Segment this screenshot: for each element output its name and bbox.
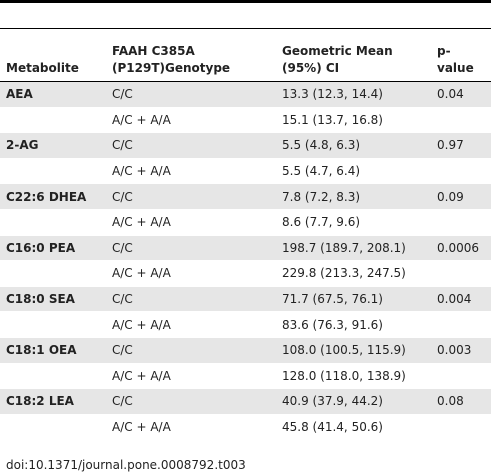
mean-cell: 198.7 (189.7, 208.1) xyxy=(276,235,431,262)
mean-cell: 13.3 (12.3, 14.4) xyxy=(276,81,431,108)
p-value-cell xyxy=(431,311,491,338)
p-value-cell xyxy=(431,107,491,134)
mean-cell: 8.6 (7.7, 9.6) xyxy=(276,209,431,236)
mean-cell: 15.1 (13.7, 16.8) xyxy=(276,107,431,134)
p-value-cell xyxy=(431,158,491,185)
table-row: A/C + A/A 229.8 (213.3, 247.5) xyxy=(0,260,491,287)
genotype-cell: C/C xyxy=(106,286,276,313)
p-value-cell: 0.04 xyxy=(431,81,491,108)
metabolite-cell xyxy=(0,107,106,134)
metabolite-cell xyxy=(0,311,106,338)
top-rule xyxy=(0,0,491,3)
table-body: AEA C/C 13.3 (12.3, 14.4) 0.04 A/C + A/A 15.1… xyxy=(0,81,491,441)
table-row: AEA C/C 13.3 (12.3, 14.4) 0.04 xyxy=(0,81,491,108)
genotype-cell: C/C xyxy=(106,388,276,415)
p-value-cell: 0.09 xyxy=(431,183,491,210)
header-line: FAAH C385A xyxy=(112,44,195,58)
metabolite-cell: C18:0 SEA xyxy=(0,286,106,313)
mean-cell: 128.0 (118.0, 138.9) xyxy=(276,363,431,390)
mean-cell: 108.0 (100.5, 115.9) xyxy=(276,337,431,364)
table-row: C18:0 SEA C/C 71.7 (67.5, 76.1) 0.004 xyxy=(0,286,491,313)
table-row: A/C + A/A 8.6 (7.7, 9.6) xyxy=(0,209,491,236)
metabolite-cell xyxy=(0,158,106,185)
p-value-cell: 0.0006 xyxy=(431,235,491,262)
column-header: Geometric Mean (95%) CI xyxy=(276,28,431,82)
metabolite-cell: C22:6 DHEA xyxy=(0,183,106,210)
genotype-cell: A/C + A/A xyxy=(106,107,276,134)
header-line: (P129T)Genotype xyxy=(112,61,231,75)
metabolite-cell xyxy=(0,260,106,287)
metabolite-cell xyxy=(0,209,106,236)
header-line: (95%) CI xyxy=(282,61,340,75)
table-row: A/C + A/A 45.8 (41.4, 50.6) xyxy=(0,414,491,441)
metabolite-cell: C16:0 PEA xyxy=(0,235,106,262)
header-line: p-value xyxy=(437,44,474,75)
mean-cell: 5.5 (4.8, 6.3) xyxy=(276,132,431,159)
column-header: p-value xyxy=(431,28,491,82)
mean-cell: 83.6 (76.3, 91.6) xyxy=(276,311,431,338)
mean-cell: 40.9 (37.9, 44.2) xyxy=(276,388,431,415)
mean-cell: 71.7 (67.5, 76.1) xyxy=(276,286,431,313)
genotype-cell: C/C xyxy=(106,337,276,364)
table-row: C22:6 DHEA C/C 7.8 (7.2, 8.3) 0.09 xyxy=(0,183,491,210)
genotype-cell: A/C + A/A xyxy=(106,158,276,185)
table-row: C18:1 OEA C/C 108.0 (100.5, 115.9) 0.003 xyxy=(0,337,491,364)
p-value-cell: 0.004 xyxy=(431,286,491,313)
mean-cell: 5.5 (4.7, 6.4) xyxy=(276,158,431,185)
metabolite-cell: 2-AG xyxy=(0,132,106,159)
column-header: FAAH C385A (P129T)Genotype xyxy=(106,28,276,82)
genotype-cell: A/C + A/A xyxy=(106,414,276,441)
metabolite-cell xyxy=(0,363,106,390)
table-row: A/C + A/A 128.0 (118.0, 138.9) xyxy=(0,363,491,390)
p-value-cell: 0.003 xyxy=(431,337,491,364)
p-value-cell: 0.97 xyxy=(431,132,491,159)
data-table: Metabolite FAAH C385A (P129T)Genotype Geome… xyxy=(0,28,491,441)
mean-cell: 45.8 (41.4, 50.6) xyxy=(276,414,431,441)
metabolite-cell xyxy=(0,414,106,441)
header-line: Metabolite xyxy=(6,61,79,75)
metabolite-cell: C18:1 OEA xyxy=(0,337,106,364)
genotype-cell: A/C + A/A xyxy=(106,363,276,390)
genotype-cell: A/C + A/A xyxy=(106,260,276,287)
metabolite-cell: C18:2 LEA xyxy=(0,388,106,415)
table-row: A/C + A/A 5.5 (4.7, 6.4) xyxy=(0,158,491,185)
mean-cell: 229.8 (213.3, 247.5) xyxy=(276,260,431,287)
p-value-cell xyxy=(431,209,491,236)
genotype-cell: C/C xyxy=(106,183,276,210)
doi-footer: doi:10.1371/journal.pone.0008792.t003 xyxy=(6,458,246,472)
table-row: C16:0 PEA C/C 198.7 (189.7, 208.1) 0.0006 xyxy=(0,235,491,262)
table-row: 2-AG C/C 5.5 (4.8, 6.3) 0.97 xyxy=(0,132,491,159)
p-value-cell xyxy=(431,414,491,441)
genotype-cell: A/C + A/A xyxy=(106,209,276,236)
genotype-cell: A/C + A/A xyxy=(106,311,276,338)
p-value-cell xyxy=(431,260,491,287)
header-line: Geometric Mean xyxy=(282,44,393,58)
p-value-cell xyxy=(431,363,491,390)
column-header: Metabolite xyxy=(0,28,106,82)
genotype-cell: C/C xyxy=(106,132,276,159)
table-row: A/C + A/A 83.6 (76.3, 91.6) xyxy=(0,311,491,338)
mean-cell: 7.8 (7.2, 8.3) xyxy=(276,183,431,210)
table-row: A/C + A/A 15.1 (13.7, 16.8) xyxy=(0,107,491,134)
genotype-cell: C/C xyxy=(106,235,276,262)
table-row: C18:2 LEA C/C 40.9 (37.9, 44.2) 0.08 xyxy=(0,388,491,415)
header-row: Metabolite FAAH C385A (P129T)Genotype Geome… xyxy=(0,28,491,82)
genotype-cell: C/C xyxy=(106,81,276,108)
metabolite-cell: AEA xyxy=(0,81,106,108)
p-value-cell: 0.08 xyxy=(431,388,491,415)
